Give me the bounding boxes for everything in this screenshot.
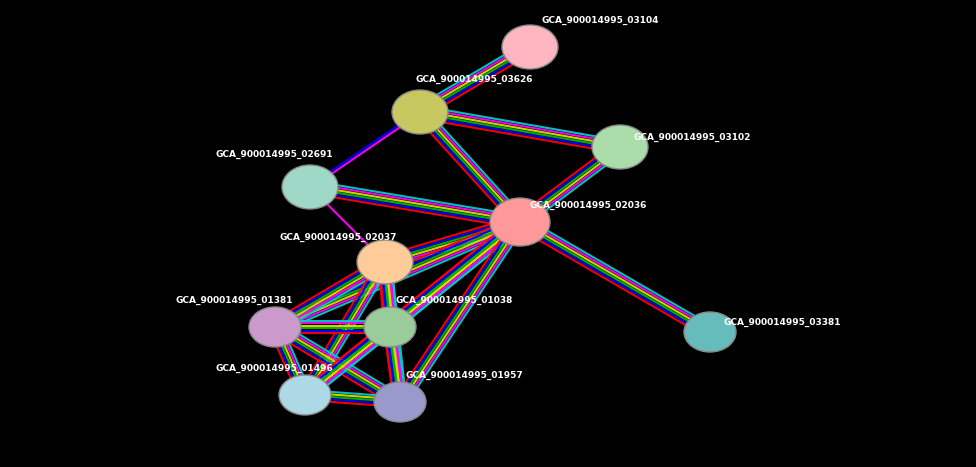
Text: GCA_900014995_03104: GCA_900014995_03104: [542, 16, 660, 25]
Ellipse shape: [502, 25, 558, 69]
Ellipse shape: [282, 165, 338, 209]
Text: GCA_900014995_03102: GCA_900014995_03102: [634, 133, 752, 142]
Text: GCA_900014995_01957: GCA_900014995_01957: [405, 371, 523, 380]
Text: GCA_900014995_01496: GCA_900014995_01496: [215, 364, 333, 373]
Text: GCA_900014995_03626: GCA_900014995_03626: [415, 75, 533, 84]
Text: GCA_900014995_02036: GCA_900014995_02036: [530, 201, 647, 210]
Ellipse shape: [392, 90, 448, 134]
Text: GCA_900014995_03381: GCA_900014995_03381: [724, 318, 841, 327]
Text: GCA_900014995_01381: GCA_900014995_01381: [175, 296, 293, 305]
Text: GCA_900014995_02691: GCA_900014995_02691: [215, 150, 333, 159]
Text: GCA_900014995_02037: GCA_900014995_02037: [280, 233, 397, 242]
Text: GCA_900014995_01038: GCA_900014995_01038: [395, 296, 512, 305]
Ellipse shape: [490, 198, 550, 246]
Ellipse shape: [684, 312, 736, 352]
Ellipse shape: [592, 125, 648, 169]
Ellipse shape: [374, 382, 426, 422]
Ellipse shape: [357, 240, 413, 284]
Ellipse shape: [364, 307, 416, 347]
Ellipse shape: [279, 375, 331, 415]
Ellipse shape: [249, 307, 301, 347]
